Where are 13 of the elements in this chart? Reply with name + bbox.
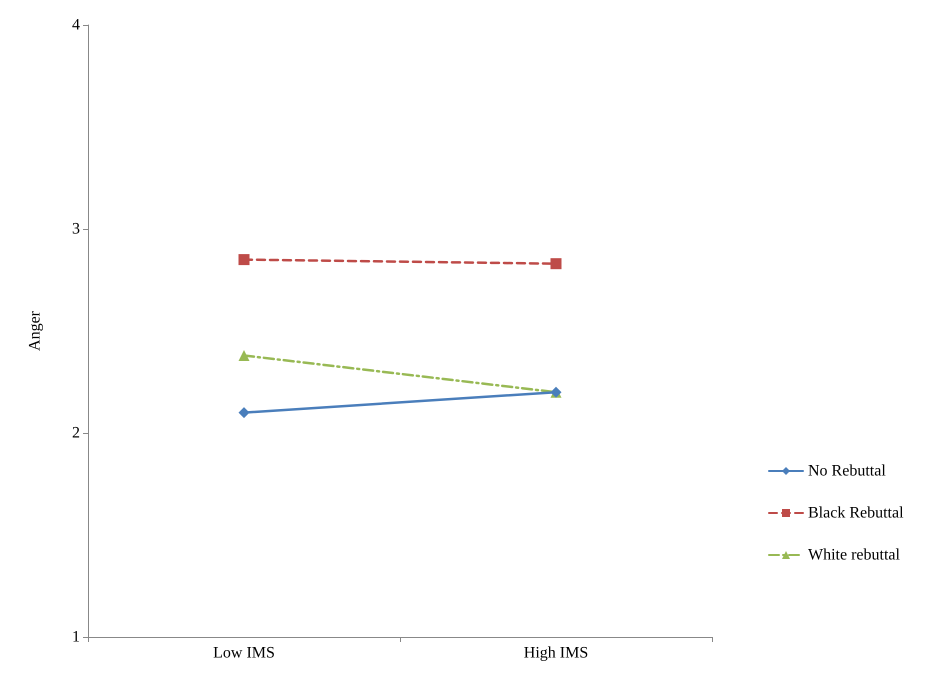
legend-label: No Rebuttal — [808, 462, 886, 480]
point — [238, 254, 250, 266]
y-tick-label: 1 — [72, 628, 80, 646]
point — [550, 258, 562, 270]
y-tick-label: 4 — [72, 16, 80, 34]
x-tick-label: High IMS — [524, 644, 588, 662]
x-tick-label: Low IMS — [213, 644, 275, 662]
legend-label: Black Rebuttal — [808, 504, 904, 522]
y-tick-label: 2 — [72, 424, 80, 442]
y-axis-title: Anger — [26, 310, 44, 351]
y-tick-label: 3 — [72, 220, 80, 238]
legend-label: White rebuttal — [808, 546, 901, 564]
point — [238, 407, 250, 418]
